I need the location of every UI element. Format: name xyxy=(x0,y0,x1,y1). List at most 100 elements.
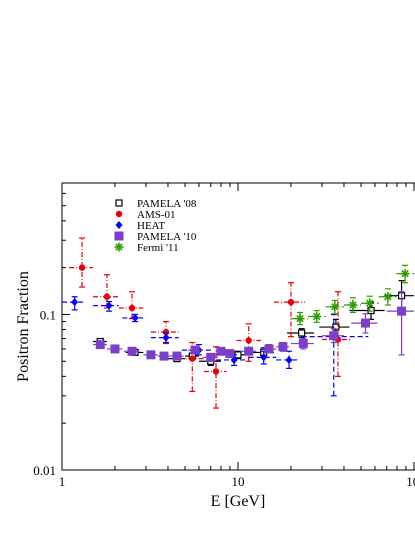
legend-marker xyxy=(115,210,123,218)
series-pamela-10 xyxy=(92,291,414,362)
data-point xyxy=(143,350,158,360)
data-point xyxy=(157,351,170,361)
data-marker xyxy=(216,346,226,356)
data-marker xyxy=(278,342,288,352)
x-tick-label: 100 xyxy=(406,474,415,489)
data-point xyxy=(276,350,300,369)
series-fermi-11 xyxy=(290,264,414,326)
series-heat xyxy=(62,296,369,397)
data-point xyxy=(321,328,344,344)
data-marker xyxy=(190,345,200,355)
data-marker xyxy=(360,318,370,328)
data-marker xyxy=(105,301,113,310)
legend-marker xyxy=(114,242,124,252)
data-marker xyxy=(206,352,216,362)
legend-label: AMS-01 xyxy=(137,209,176,221)
data-marker xyxy=(348,300,358,310)
plot-frame xyxy=(61,182,415,471)
data-point xyxy=(92,300,119,312)
legend-marker xyxy=(115,199,123,207)
data-marker xyxy=(225,349,235,359)
data-series xyxy=(62,237,414,409)
legend-marker xyxy=(115,221,123,229)
data-marker xyxy=(95,340,105,350)
data-point xyxy=(92,340,107,350)
x-tick-label: 10 xyxy=(232,474,245,489)
x-tick-label: 1 xyxy=(59,474,66,489)
data-point xyxy=(351,313,378,334)
data-point xyxy=(240,346,257,356)
data-marker xyxy=(264,344,274,354)
data-marker xyxy=(365,298,375,308)
data-point xyxy=(118,291,144,320)
data-marker xyxy=(78,264,86,271)
data-point xyxy=(216,346,226,356)
data-point xyxy=(92,274,119,309)
data-marker xyxy=(400,269,410,279)
data-marker xyxy=(367,306,375,315)
data-point xyxy=(273,282,305,338)
data-point xyxy=(396,264,414,284)
data-marker xyxy=(103,293,111,300)
data-point xyxy=(290,337,314,350)
data-point xyxy=(386,291,414,356)
data-point xyxy=(150,332,179,344)
x-axis-title: E [GeV] xyxy=(211,493,266,510)
data-marker xyxy=(212,368,220,375)
data-marker xyxy=(244,346,254,356)
data-point xyxy=(276,341,290,352)
legend-label: HEAT xyxy=(137,220,165,232)
data-point xyxy=(343,297,362,314)
data-point xyxy=(308,309,326,323)
data-marker xyxy=(260,353,268,362)
y-axis-title: Positron Fraction xyxy=(15,271,32,382)
data-marker xyxy=(298,329,306,337)
data-point xyxy=(106,344,123,354)
y-tick-label: 0.01 xyxy=(33,463,56,478)
data-point xyxy=(378,288,397,306)
data-marker xyxy=(172,351,182,361)
data-marker xyxy=(128,304,136,312)
legend-label: PAMELA '08 xyxy=(137,198,197,210)
data-marker xyxy=(312,312,322,322)
data-marker xyxy=(285,355,293,364)
data-marker xyxy=(162,328,170,336)
data-point xyxy=(225,349,235,359)
series-ams-01 xyxy=(69,237,352,409)
data-point xyxy=(122,313,146,323)
y-tick-label: 0.1 xyxy=(40,307,56,322)
data-point xyxy=(188,345,202,355)
data-marker xyxy=(131,313,139,322)
axis-ticks xyxy=(61,183,415,471)
data-marker xyxy=(397,306,407,316)
data-marker xyxy=(159,351,169,361)
data-point xyxy=(123,346,140,356)
data-marker xyxy=(298,339,308,349)
data-point xyxy=(236,323,261,362)
data-marker xyxy=(287,298,295,306)
data-marker xyxy=(383,292,393,302)
data-marker xyxy=(295,314,305,324)
data-marker xyxy=(127,346,137,356)
data-marker xyxy=(110,344,120,354)
data-point xyxy=(361,295,379,312)
data-point xyxy=(69,237,93,288)
data-point xyxy=(62,296,85,311)
data-point xyxy=(202,352,219,362)
data-marker xyxy=(162,333,170,342)
axis-tick-labels: 1 10 100 0.01 0.1 xyxy=(33,307,415,489)
data-marker xyxy=(329,331,339,341)
data-marker xyxy=(189,355,196,362)
legend-label: PAMELA '10 xyxy=(137,231,197,243)
data-marker xyxy=(245,337,252,344)
legend-label: Fermi '11 xyxy=(137,242,179,254)
data-point xyxy=(290,311,309,326)
data-point xyxy=(169,351,184,361)
data-marker xyxy=(330,302,340,312)
data-point xyxy=(260,344,277,354)
data-marker xyxy=(71,298,79,307)
legend-marker xyxy=(114,231,124,241)
